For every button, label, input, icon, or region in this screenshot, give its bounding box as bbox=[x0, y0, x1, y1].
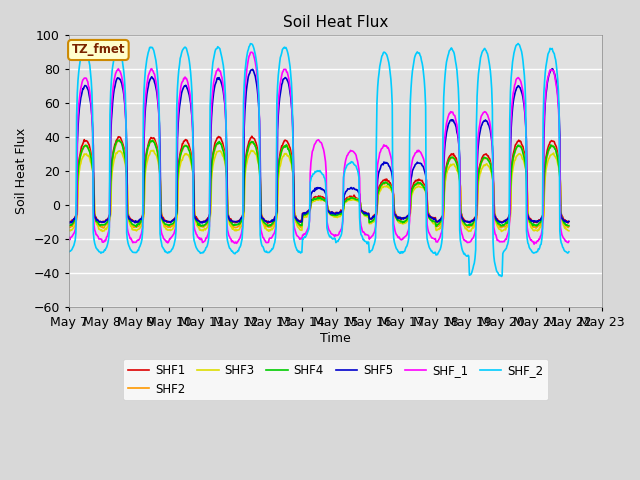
Title: Soil Heat Flux: Soil Heat Flux bbox=[283, 15, 388, 30]
SHF_1 bbox=[203, 236, 211, 241]
SHF5 bbox=[380, 159, 388, 165]
SHF4 bbox=[396, 217, 403, 223]
SHF1 bbox=[565, 219, 573, 225]
SHF3 bbox=[74, 181, 82, 187]
SHF2 bbox=[395, 219, 403, 225]
SHF2 bbox=[380, 181, 388, 187]
SHF_1 bbox=[74, 112, 82, 118]
SHF5 bbox=[177, 95, 185, 100]
SHF_2 bbox=[394, 248, 402, 254]
Line: SHF3: SHF3 bbox=[69, 150, 569, 231]
SHF_1 bbox=[65, 234, 73, 240]
SHF2 bbox=[565, 224, 573, 229]
Text: TZ_fmet: TZ_fmet bbox=[72, 44, 125, 57]
Legend: SHF1, SHF2, SHF3, SHF4, SHF5, SHF_1, SHF_2: SHF1, SHF2, SHF3, SHF4, SHF5, SHF_1, SHF… bbox=[124, 359, 548, 400]
SHF_2 bbox=[380, 50, 387, 56]
SHF1 bbox=[203, 216, 211, 222]
SHF1 bbox=[396, 215, 403, 221]
SHF4 bbox=[204, 217, 212, 223]
SHF2 bbox=[532, 225, 540, 231]
SHF3 bbox=[125, 220, 133, 226]
SHF2 bbox=[74, 175, 82, 180]
SHF5 bbox=[565, 218, 573, 224]
SHF2 bbox=[65, 225, 73, 230]
SHF_1 bbox=[565, 239, 573, 244]
SHF1 bbox=[74, 169, 82, 175]
SHF4 bbox=[132, 224, 140, 229]
Line: SHF4: SHF4 bbox=[69, 140, 569, 227]
SHF_2 bbox=[177, 55, 184, 61]
SHF_2 bbox=[125, 244, 133, 250]
SHF3 bbox=[380, 184, 388, 190]
SHF3 bbox=[565, 228, 573, 234]
SHF1 bbox=[177, 150, 184, 156]
SHF_2 bbox=[497, 274, 505, 279]
SHF_1 bbox=[531, 241, 538, 247]
SHF1 bbox=[264, 220, 271, 226]
Y-axis label: Soil Heat Flux: Soil Heat Flux bbox=[15, 128, 28, 214]
SHF2 bbox=[126, 219, 134, 225]
SHF1 bbox=[248, 133, 255, 139]
SHF5 bbox=[126, 216, 134, 222]
SHF4 bbox=[65, 222, 73, 228]
Line: SHF1: SHF1 bbox=[69, 136, 569, 223]
SHF3 bbox=[149, 147, 157, 153]
Line: SHF5: SHF5 bbox=[69, 69, 569, 223]
SHF_2 bbox=[65, 249, 73, 255]
SHF_2 bbox=[515, 41, 522, 47]
SHF1 bbox=[381, 177, 388, 183]
Line: SHF2: SHF2 bbox=[69, 140, 569, 228]
SHF4 bbox=[115, 137, 123, 143]
SHF2 bbox=[204, 221, 211, 227]
SHF5 bbox=[66, 220, 74, 226]
SHF2 bbox=[177, 152, 185, 158]
SHF3 bbox=[465, 228, 472, 234]
SHF5 bbox=[75, 113, 83, 119]
SHF3 bbox=[177, 159, 185, 165]
SHF3 bbox=[204, 224, 211, 230]
SHF_2 bbox=[74, 77, 82, 83]
SHF4 bbox=[381, 180, 388, 186]
SHF5 bbox=[65, 220, 73, 226]
SHF_1 bbox=[177, 89, 184, 95]
SHF1 bbox=[65, 219, 73, 225]
Line: SHF_1: SHF_1 bbox=[69, 52, 569, 244]
SHF_2 bbox=[203, 244, 211, 250]
SHF_1 bbox=[247, 49, 255, 55]
SHF5 bbox=[204, 217, 211, 223]
SHF_1 bbox=[125, 233, 133, 239]
SHF4 bbox=[74, 170, 82, 176]
SHF1 bbox=[125, 214, 133, 220]
SHF2 bbox=[116, 137, 124, 143]
Line: SHF_2: SHF_2 bbox=[69, 44, 569, 276]
SHF_2 bbox=[565, 249, 573, 255]
SHF_1 bbox=[380, 142, 388, 148]
SHF5 bbox=[548, 66, 556, 72]
X-axis label: Time: Time bbox=[320, 332, 351, 345]
SHF3 bbox=[395, 219, 403, 225]
SHF3 bbox=[65, 228, 73, 233]
SHF4 bbox=[178, 148, 186, 154]
SHF5 bbox=[395, 214, 403, 220]
SHF4 bbox=[126, 219, 134, 225]
SHF4 bbox=[565, 223, 573, 228]
SHF_1 bbox=[395, 235, 403, 240]
